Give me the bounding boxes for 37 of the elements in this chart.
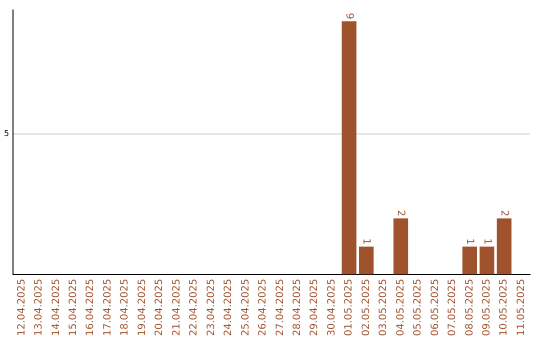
x-tick-label: 04.05.2025: [395, 278, 406, 336]
x-tick-label: 30.04.2025: [326, 278, 338, 336]
x-tick-label: 19.04.2025: [136, 278, 148, 336]
x-tick-label: 12.04.2025: [16, 278, 28, 336]
x-tick-label: 06.05.2025: [430, 278, 441, 336]
x-tick-label: 11.05.2025: [516, 278, 527, 336]
data-label: 1: [481, 238, 492, 245]
x-tick-label: 09.05.2025: [482, 278, 493, 336]
x-tick-label: 18.04.2025: [120, 278, 131, 336]
data-label: 1: [360, 238, 372, 245]
x-tick-label: 15.04.2025: [68, 278, 79, 336]
x-tick-label: 16.04.2025: [85, 278, 96, 336]
data-label: 9: [343, 12, 354, 20]
x-tick-label: 05.05.2025: [412, 278, 424, 336]
y-tick-label: 5: [4, 129, 10, 138]
x-tick-label: 07.05.2025: [447, 278, 458, 336]
x-tick-label: 03.05.2025: [378, 278, 390, 336]
x-tick-label: 26.04.2025: [258, 278, 269, 336]
x-tick-label: 21.04.2025: [171, 278, 182, 336]
x-tick-label: 20.04.2025: [154, 278, 166, 336]
x-tick-label: 25.04.2025: [240, 278, 252, 336]
x-tick-label: 29.04.2025: [309, 278, 320, 336]
x-tick-label: 14.04.2025: [50, 278, 62, 336]
x-tick-label: 27.04.2025: [274, 278, 286, 336]
x-tick-label: 10.05.2025: [498, 278, 510, 336]
x-tick-label: 02.05.2025: [360, 278, 372, 336]
x-tick-label: 01.05.2025: [344, 278, 355, 336]
x-tick-label: 22.04.2025: [188, 278, 200, 336]
x-tick-label: 23.04.2025: [206, 278, 217, 336]
x-tick-label: 08.05.2025: [464, 278, 476, 336]
data-label: 2: [395, 210, 406, 216]
data-label: 1: [464, 238, 476, 245]
data-label: 2: [498, 210, 510, 216]
x-tick-label: 17.04.2025: [102, 278, 114, 336]
x-tick-label: 13.04.2025: [34, 278, 45, 336]
x-tick-label: 28.04.2025: [292, 278, 303, 336]
x-tick-label: 24.04.2025: [223, 278, 234, 336]
